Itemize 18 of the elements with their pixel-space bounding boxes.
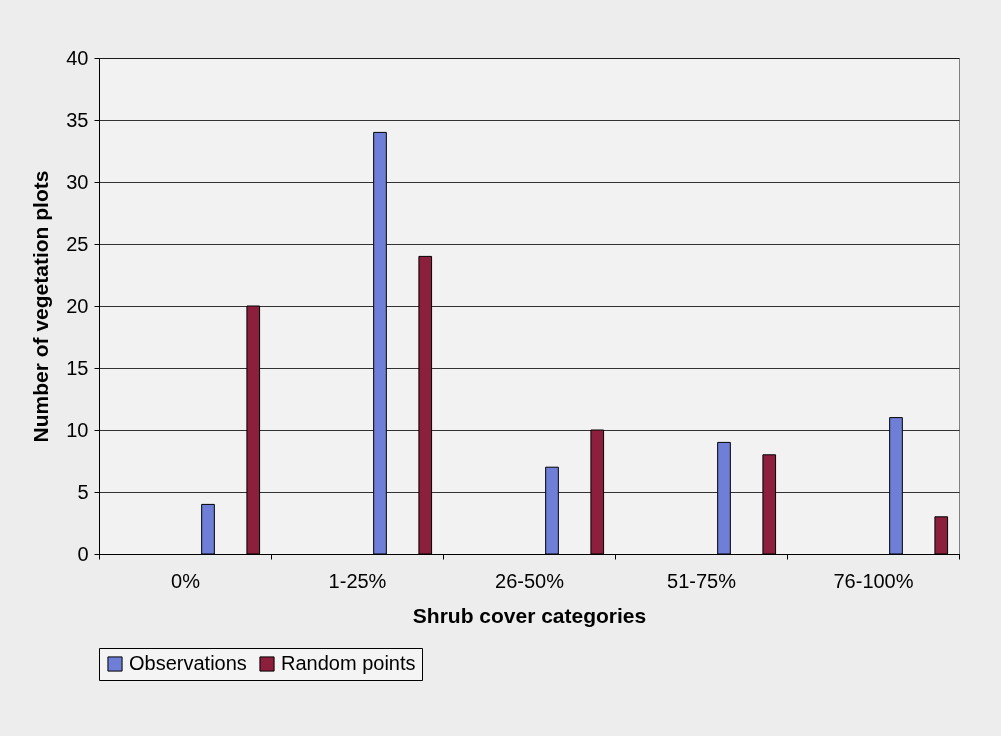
x-tick-label: 26-50% [495, 569, 565, 592]
y-tick-label: 25 [66, 232, 89, 255]
x-tick-label: 51-75% [667, 569, 737, 592]
y-tick-label: 35 [66, 108, 89, 131]
x-tick-label: 1-25% [328, 569, 387, 592]
y-tick-label: 10 [66, 418, 89, 441]
legend-label: Observations [129, 652, 247, 674]
y-tick-label: 20 [66, 294, 89, 317]
legend-label: Random points [281, 652, 416, 674]
x-tick-label: 0% [171, 569, 201, 592]
y-tick-label: 5 [77, 480, 89, 503]
x-tick-label: 76-100% [833, 569, 914, 592]
y-tick-label: 0 [77, 542, 89, 565]
y-tick-label: 40 [66, 46, 89, 69]
y-axis-title: Number of vegetation plots [29, 170, 53, 443]
y-tick-label: 30 [66, 170, 89, 193]
x-axis-title: Shrub cover categories [412, 603, 647, 627]
y-tick-label: 15 [66, 356, 89, 379]
